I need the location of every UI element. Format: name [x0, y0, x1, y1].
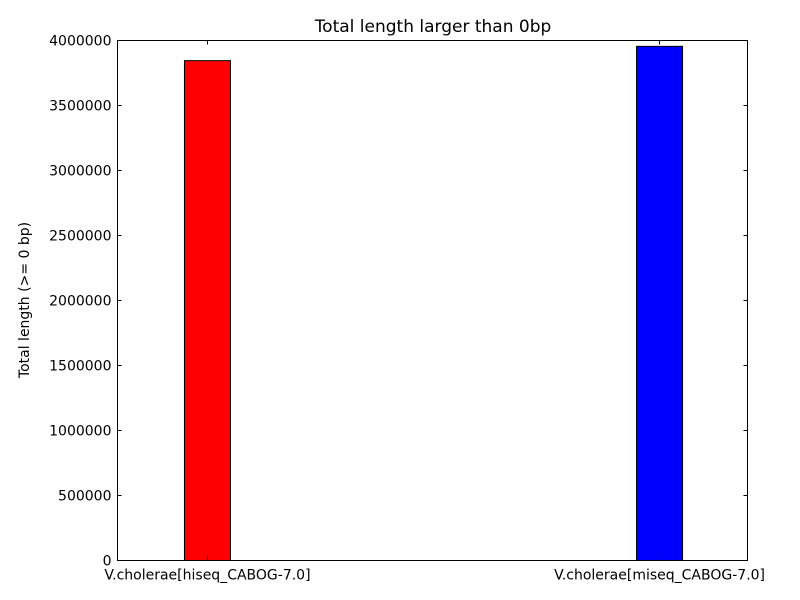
bar-1	[183, 60, 231, 562]
x-tick-label: V.cholerae[miseq_CABOG-7.0]	[554, 568, 765, 584]
y-tick-label: 500000	[58, 489, 111, 505]
y-tick-label: 3500000	[49, 99, 111, 115]
plot-frame	[117, 40, 748, 561]
x-tick-labels: V.cholerae[hiseq_CABOG-7.0] V.cholerae[mi…	[104, 568, 765, 584]
y-tick-label: 1500000	[49, 359, 111, 375]
y-tick-label: 1000000	[49, 424, 111, 440]
y-tick-label: 2500000	[49, 229, 111, 245]
y-tick-labels: 0 500000 1000000 1500000 2000000 2500000 30000…	[49, 34, 111, 570]
x-tick-label: V.cholerae[hiseq_CABOG-7.0]	[104, 568, 310, 584]
y-tick-label: 0	[103, 554, 112, 570]
chart-title: Total length larger than 0bp	[314, 17, 552, 37]
y-tick-label: 3000000	[49, 164, 111, 180]
bars-group	[183, 45, 684, 562]
y-tick-label: 4000000	[49, 34, 111, 50]
y-tick-label: 2000000	[49, 294, 111, 310]
y-axis-label: Total length (>= 0 bp)	[17, 222, 33, 379]
bar-2	[636, 45, 684, 562]
